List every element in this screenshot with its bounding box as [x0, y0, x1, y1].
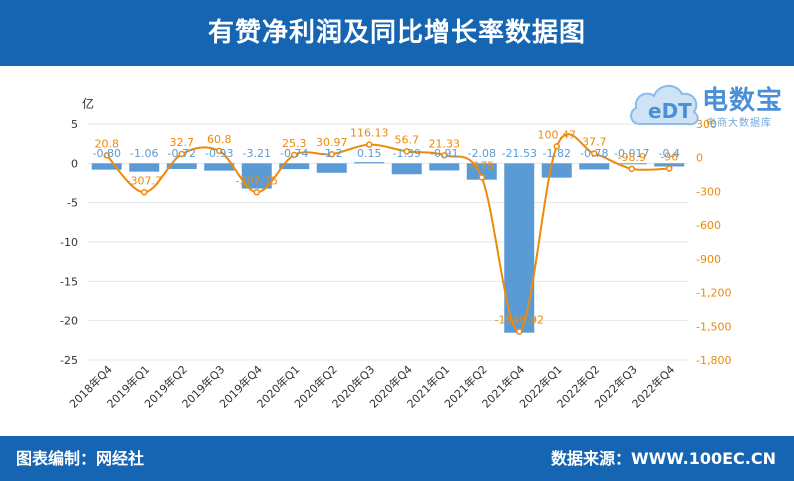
line-value-label: -307.75: [236, 174, 278, 187]
line-value-label: -98.9: [618, 151, 646, 164]
line-value-label: -96: [660, 151, 678, 164]
bar-value-label: -0.91: [430, 147, 458, 160]
line-point: [253, 189, 260, 196]
line-point: [178, 150, 185, 158]
left-axis-unit: 亿: [82, 96, 94, 111]
line-point: [216, 147, 223, 155]
x-axis-labels: 2018年Q42019年Q12019年Q22019年Q32019年Q42020年…: [66, 362, 677, 411]
logo-brand: 电数宝: [702, 86, 784, 116]
bar-value-label: -1.82: [543, 147, 571, 160]
left-tick-label: -10: [60, 236, 78, 249]
bar: [166, 163, 197, 169]
bar-value-label: -1.39: [393, 147, 421, 160]
line-point: [291, 151, 298, 159]
line-value-label: 32.7: [170, 136, 195, 149]
right-tick-label: -900: [696, 253, 721, 266]
left-axis-ticks: 5 0 -5 -10 -15 -20 -25: [60, 118, 78, 367]
header-banner: 有赞净利润及同比增长率数据图: [0, 0, 794, 66]
right-tick-label: 300: [696, 118, 717, 131]
footer-source: 数据来源：WWW.100EC.CN: [550, 449, 776, 468]
left-tick-label: -20: [60, 315, 78, 328]
cloud-logo-icon: eDT: [630, 85, 699, 126]
bar-value-label: -1.06: [130, 147, 158, 160]
bar-value-label: -0.74: [280, 147, 308, 160]
bar: [129, 163, 160, 172]
line-value-label: -307.7: [127, 174, 162, 187]
line-point: [103, 152, 110, 159]
line-point: [403, 148, 410, 155]
logo-tagline: 电商大数据库: [706, 118, 772, 129]
line-value-label: 25.3: [282, 137, 307, 150]
bar: [204, 163, 235, 171]
bar: [316, 163, 347, 173]
logo: eDT 电数宝 电商大数据库: [626, 72, 794, 134]
page-title: 有赞净利润及同比增长率数据图: [207, 18, 586, 48]
left-tick-label: -15: [60, 275, 78, 288]
right-tick-label: 0: [696, 152, 703, 165]
left-tick-label: -5: [67, 197, 78, 210]
line-value-label: 56.7: [395, 133, 420, 146]
right-tick-label: -1,200: [696, 287, 731, 300]
line-value-label: -175: [469, 159, 494, 172]
bar-series: [91, 162, 685, 333]
bar: [91, 163, 122, 170]
bar-value-label: -0.78: [580, 147, 608, 160]
bar: [616, 163, 647, 165]
right-axis-ticks: 300 0 -300 -600 -900 -1,200 -1,500 -1,800: [696, 118, 731, 367]
line-point: [366, 141, 373, 148]
bar: [579, 163, 610, 170]
line-point: [666, 165, 673, 172]
line-value-label: 116.13: [350, 127, 389, 140]
bar: [541, 163, 572, 178]
left-tick-label: 5: [71, 118, 78, 131]
bar: [354, 162, 385, 164]
left-tick-label: -25: [60, 354, 78, 367]
line-value-labels: 20.8 -307.7 32.7 60.8 -307.75 25.3 30.97116.13…: [95, 127, 679, 327]
line-point: [478, 174, 485, 181]
right-tick-label: -1,500: [696, 320, 731, 333]
bar-value-label: -0.4: [659, 147, 680, 160]
bar-value-label: -0.93: [205, 147, 233, 160]
footer-banner: 图表编制：网经社 数据来源：WWW.100EC.CN: [0, 436, 794, 481]
line-value-label: 60.8: [207, 133, 232, 146]
bar-value-label: -1.2: [321, 147, 342, 160]
bar: [654, 163, 685, 167]
line-point: [516, 328, 523, 335]
bar-value-label: -2.08: [468, 147, 496, 160]
line-point: [628, 165, 635, 173]
left-tick-label: 0: [71, 157, 78, 170]
right-tick-label: -1,800: [696, 354, 731, 367]
bar-value-label: -0.80: [93, 147, 121, 160]
right-tick-label: -600: [696, 219, 721, 232]
svg-text:eDT: eDT: [648, 99, 692, 123]
line-point: [553, 143, 560, 150]
line-series: [106, 133, 670, 333]
line-point: [141, 189, 148, 196]
bar-value-label: -3.21: [243, 147, 271, 160]
bar: [429, 163, 460, 171]
line-point: [328, 150, 335, 158]
line-value-label: 37.7: [582, 135, 607, 148]
footer-editor: 图表编制：网经社: [16, 449, 145, 468]
right-tick-label: -300: [696, 185, 721, 198]
chart: 5 0 -5 -10 -15 -20 -25 300 0 -300 -600 -900 -1,200 -…: [60, 96, 731, 411]
line-value-label: 20.8: [95, 137, 120, 150]
line-value-label: 100.47: [538, 128, 577, 141]
line-point: [441, 152, 448, 159]
bar: [466, 163, 497, 180]
line-point: [591, 150, 598, 157]
line-value-label: 30.97: [316, 136, 348, 149]
line-value-label: -1546.92: [495, 314, 544, 327]
line-points: [103, 141, 673, 335]
line-value-label: 21.33: [429, 137, 461, 150]
bar-value-label: -0.017: [614, 147, 649, 160]
bar: [279, 163, 310, 170]
bar-value-labels: -0.80 -1.06 -0.72 -0.93 -3.21 -0.74 -1.2 0.15 -1…: [93, 147, 680, 160]
bar-value-label: -0.72: [168, 147, 196, 160]
bar-value-label: 0.15: [357, 147, 382, 160]
bar: [391, 163, 422, 175]
bar-value-label: -21.53: [502, 147, 537, 160]
